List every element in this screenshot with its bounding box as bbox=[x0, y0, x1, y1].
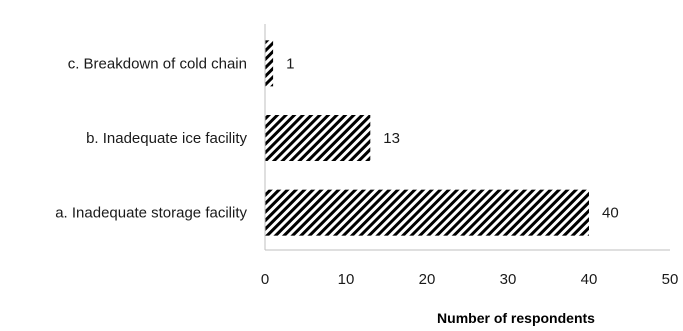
x-tick-label: 50 bbox=[662, 271, 679, 288]
bars-group bbox=[265, 40, 589, 236]
x-tick-label: 10 bbox=[338, 271, 355, 288]
bar bbox=[265, 189, 589, 236]
bar bbox=[265, 115, 371, 161]
x-tick-label: 40 bbox=[581, 271, 598, 288]
category-label: b. Inadequate ice facility bbox=[86, 130, 247, 147]
x-tick-label: 0 bbox=[261, 271, 269, 288]
category-label: a. Inadequate storage facility bbox=[55, 205, 247, 222]
category-label: c. Breakdown of cold chain bbox=[68, 55, 247, 72]
data-label: 40 bbox=[602, 205, 619, 222]
x-tick-label: 20 bbox=[419, 271, 436, 288]
x-tick-label: 30 bbox=[500, 271, 517, 288]
axes bbox=[264, 24, 670, 251]
data-label: 13 bbox=[383, 130, 400, 147]
x-tick-labels: 0 10 20 30 40 50 bbox=[261, 271, 679, 288]
x-axis-title: Number of respondents bbox=[437, 310, 595, 326]
data-labels: 40 13 1 bbox=[286, 55, 619, 221]
category-labels: a. Inadequate storage facility b. Inadequ… bbox=[55, 55, 247, 221]
data-label: 1 bbox=[286, 55, 294, 72]
bar bbox=[265, 40, 274, 87]
